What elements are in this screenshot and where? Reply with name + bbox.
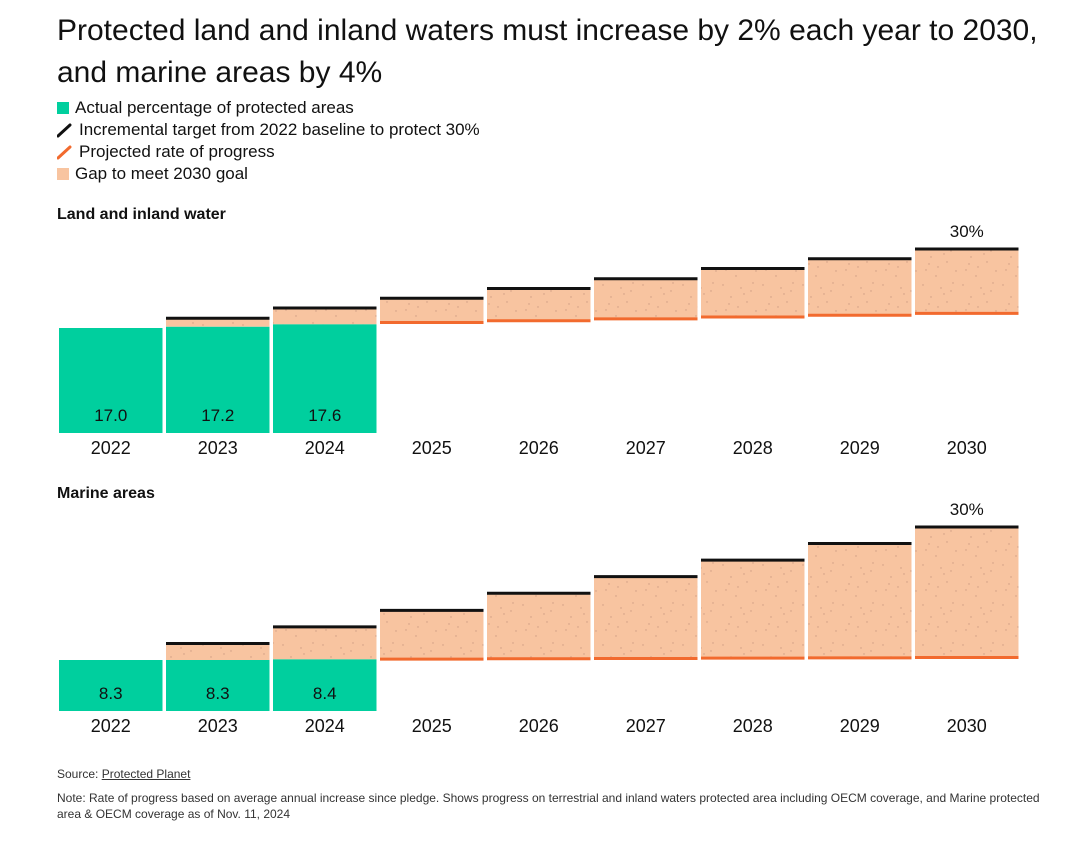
gap-swatch bbox=[57, 168, 69, 180]
year-tick-label: 2027 bbox=[626, 716, 666, 736]
source-link[interactable]: Protected Planet bbox=[101, 767, 191, 781]
year-tick-label: 2022 bbox=[91, 438, 131, 458]
actual-bar bbox=[59, 328, 163, 433]
year-tick-label: 2024 bbox=[305, 716, 345, 736]
actual-bar bbox=[166, 326, 270, 433]
year-tick-label: 2028 bbox=[733, 716, 773, 736]
gap-bar bbox=[701, 268, 805, 318]
legend-label-projected: Projected rate of progress bbox=[79, 142, 275, 161]
gap-bar bbox=[380, 610, 484, 660]
source-label: Source: bbox=[57, 767, 99, 781]
target-line-icon bbox=[57, 123, 72, 138]
gap-bar bbox=[380, 298, 484, 323]
actual-bar bbox=[59, 660, 163, 711]
legend-item-gap: Gap to meet 2030 goal bbox=[57, 163, 480, 185]
year-tick-label: 2029 bbox=[840, 716, 880, 736]
year-tick-label: 2024 bbox=[305, 438, 345, 458]
legend-item-target: Incremental target from 2022 baseline to… bbox=[57, 119, 480, 141]
goal-label: 30% bbox=[950, 222, 984, 241]
gap-bar bbox=[594, 278, 698, 319]
gap-bar bbox=[487, 288, 591, 321]
legend: Actual percentage of protected areas Inc… bbox=[57, 97, 480, 185]
gap-bar bbox=[808, 543, 912, 658]
gap-bar bbox=[273, 626, 377, 660]
actual-value-label: 17.2 bbox=[201, 406, 234, 425]
year-tick-label: 2022 bbox=[91, 716, 131, 736]
gap-bar bbox=[487, 593, 591, 659]
source: Source: Protected Planet bbox=[57, 767, 1047, 781]
gap-bar bbox=[166, 643, 270, 660]
year-tick-label: 2026 bbox=[519, 716, 559, 736]
gap-bar bbox=[701, 560, 805, 659]
year-tick-label: 2025 bbox=[412, 438, 452, 458]
year-tick-label: 2025 bbox=[412, 716, 452, 736]
legend-label-target: Incremental target from 2022 baseline to… bbox=[79, 120, 480, 139]
actual-swatch bbox=[57, 102, 69, 114]
actual-bar bbox=[166, 660, 270, 711]
actual-value-label: 8.4 bbox=[313, 684, 337, 703]
actual-value-label: 8.3 bbox=[99, 684, 123, 703]
land-panel-title: Land and inland water bbox=[57, 206, 226, 223]
actual-value-label: 17.6 bbox=[308, 406, 341, 425]
year-tick-label: 2023 bbox=[198, 716, 238, 736]
year-tick-label: 2026 bbox=[519, 438, 559, 458]
year-tick-label: 2027 bbox=[626, 438, 666, 458]
gap-bar bbox=[915, 249, 1019, 314]
legend-item-actual: Actual percentage of protected areas bbox=[57, 97, 480, 119]
year-tick-label: 2030 bbox=[947, 716, 987, 736]
marine-panel-title: Marine areas bbox=[57, 485, 155, 502]
goal-label: 30% bbox=[950, 500, 984, 519]
year-tick-label: 2023 bbox=[198, 438, 238, 458]
actual-value-label: 8.3 bbox=[206, 684, 230, 703]
gap-bar bbox=[273, 307, 377, 325]
gap-bar bbox=[915, 527, 1019, 658]
gap-bar bbox=[594, 576, 698, 659]
year-tick-label: 2028 bbox=[733, 438, 773, 458]
actual-bar bbox=[273, 659, 377, 711]
gap-bar bbox=[808, 258, 912, 316]
gap-bar bbox=[166, 318, 270, 327]
actual-bar bbox=[273, 324, 377, 433]
marine-chart: 8.3 2022 8.3 2023 8.4 2024 2025 2026 2027 2028 202… bbox=[59, 500, 1019, 736]
note: Note: Rate of progress based on average … bbox=[57, 791, 1040, 821]
land-chart: 17.0 2022 17.2 2023 17.6 2024 2025 2026 2027 2028… bbox=[59, 222, 1019, 458]
year-tick-label: 2029 bbox=[840, 438, 880, 458]
actual-value-label: 17.0 bbox=[94, 406, 127, 425]
projected-line-icon bbox=[57, 145, 72, 160]
legend-label-gap: Gap to meet 2030 goal bbox=[75, 164, 248, 183]
legend-item-projected: Projected rate of progress bbox=[57, 141, 480, 163]
legend-label-actual: Actual percentage of protected areas bbox=[75, 98, 354, 117]
chart-title: Protected land and inland waters must in… bbox=[57, 14, 1038, 89]
year-tick-label: 2030 bbox=[947, 438, 987, 458]
